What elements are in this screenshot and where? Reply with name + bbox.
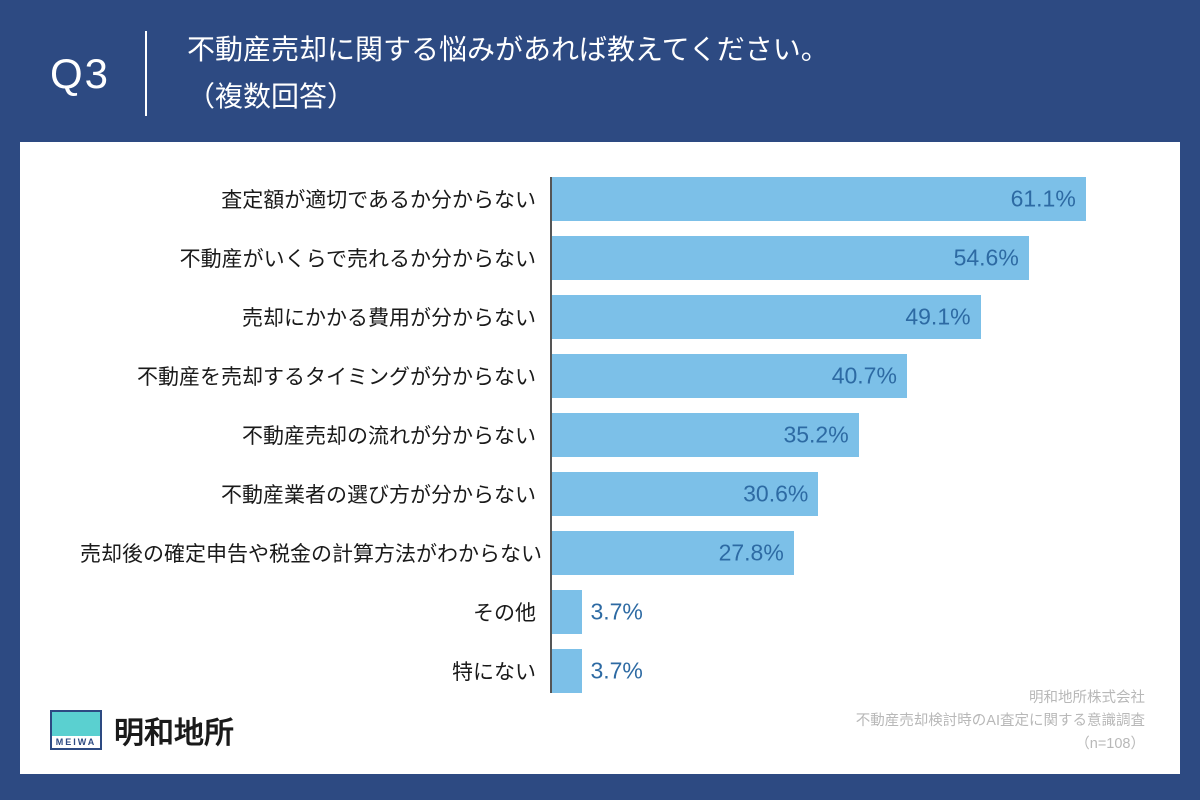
- bar-fill: 3.7%: [550, 590, 582, 634]
- source-attribution: 明和地所株式会社 不動産売却検討時のAI査定に関する意識調査 （n=108）: [856, 687, 1145, 757]
- source-company: 明和地所株式会社: [856, 687, 1145, 710]
- bar-value: 61.1%: [1011, 186, 1076, 213]
- y-axis-line: [550, 177, 552, 693]
- bar-value: 27.8%: [719, 540, 784, 567]
- bar-value: 40.7%: [832, 363, 897, 390]
- company-name: 明和地所: [114, 708, 234, 752]
- bar-fill: 49.1%: [550, 295, 981, 339]
- bar-fill: 54.6%: [550, 236, 1029, 280]
- bar-value: 3.7%: [590, 599, 642, 626]
- logo-footer: MEIWA 明和地所: [50, 708, 234, 752]
- source-n: （n=108）: [856, 733, 1145, 756]
- bar-row: 不動産がいくらで売れるか分からない 54.6%: [80, 236, 1120, 280]
- bar-rows: 査定額が適切であるか分からない 61.1% 不動産がいくらで売れるか分からない 54.…: [80, 177, 1120, 693]
- bar-value: 49.1%: [905, 304, 970, 331]
- title-line-1: 不動産売却に関する悩みがあれば教えてください。: [187, 30, 829, 71]
- bar-value: 54.6%: [954, 245, 1019, 272]
- chart-panel: 査定額が適切であるか分からない 61.1% 不動産がいくらで売れるか分からない 54.…: [20, 142, 1180, 774]
- bar-track: 49.1%: [550, 295, 1120, 339]
- source-survey: 不動産売却検討時のAI査定に関する意識調査: [856, 710, 1145, 733]
- bar-label: 不動産がいくらで売れるか分からない: [80, 243, 550, 273]
- logo-text: MEIWA: [52, 736, 100, 748]
- bar-track: 35.2%: [550, 413, 1120, 457]
- bar-row: 不動産業者の選び方が分からない 30.6%: [80, 472, 1120, 516]
- bar-label: 売却後の確定申告や税金の計算方法がわからない: [80, 538, 550, 568]
- question-title: 不動産売却に関する悩みがあれば教えてください。 （複数回答）: [187, 30, 829, 117]
- bar-value: 30.6%: [743, 481, 808, 508]
- bar-label: 不動産売却の流れが分からない: [80, 420, 550, 450]
- bar-row: 不動産を売却するタイミングが分からない 40.7%: [80, 354, 1120, 398]
- header-divider: [145, 31, 147, 116]
- bar-track: 61.1%: [550, 177, 1120, 221]
- bar-fill: 40.7%: [550, 354, 907, 398]
- bar-fill: 61.1%: [550, 177, 1086, 221]
- bar-row: 売却後の確定申告や税金の計算方法がわからない 27.8%: [80, 531, 1120, 575]
- bar-track: 40.7%: [550, 354, 1120, 398]
- bar-track: 3.7%: [550, 590, 1120, 634]
- bar-label: その他: [80, 597, 550, 627]
- bar-track: 54.6%: [550, 236, 1120, 280]
- bar-fill: 30.6%: [550, 472, 818, 516]
- bar-track: 30.6%: [550, 472, 1120, 516]
- title-line-2: （複数回答）: [187, 77, 829, 118]
- bar-value: 3.7%: [590, 658, 642, 685]
- question-header: Q3 不動産売却に関する悩みがあれば教えてください。 （複数回答）: [0, 0, 1200, 142]
- bar-fill: 35.2%: [550, 413, 859, 457]
- bar-track: 27.8%: [550, 531, 1120, 575]
- bar-label: 査定額が適切であるか分からない: [80, 184, 550, 214]
- bar-label: 不動産業者の選び方が分からない: [80, 479, 550, 509]
- bar-row: その他3.7%: [80, 590, 1120, 634]
- bar-fill: 27.8%: [550, 531, 794, 575]
- bar-row: 査定額が適切であるか分からない 61.1%: [80, 177, 1120, 221]
- bar-label: 特にない: [80, 656, 550, 686]
- bar-row: 売却にかかる費用が分からない 49.1%: [80, 295, 1120, 339]
- bar-fill: 3.7%: [550, 649, 582, 693]
- bar-row: 不動産売却の流れが分からない 35.2%: [80, 413, 1120, 457]
- question-number: Q3: [50, 50, 145, 98]
- company-logo-icon: MEIWA: [50, 710, 102, 750]
- bar-label: 売却にかかる費用が分からない: [80, 302, 550, 332]
- bar-value: 35.2%: [783, 422, 848, 449]
- bar-label: 不動産を売却するタイミングが分からない: [80, 361, 550, 391]
